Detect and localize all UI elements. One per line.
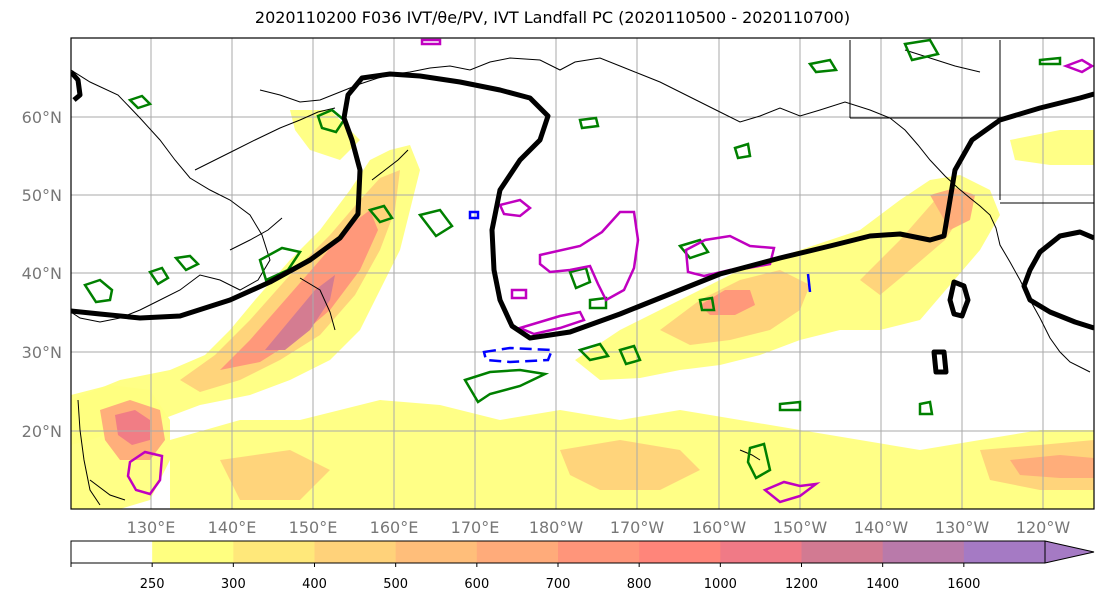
longitude-label: 150°W	[773, 518, 828, 537]
ivt-colorbar: 250 300 400 500 600 700 800 1000 1200 1400 1600	[70, 540, 1095, 592]
longitude-label: 130°W	[935, 518, 990, 537]
colorbar-segment	[963, 541, 1046, 563]
ivt-shade	[180, 170, 400, 392]
ivt-shade	[115, 410, 150, 445]
colorbar-tick-label: 400	[302, 577, 327, 592]
colorbar-tick-label: 1000	[704, 577, 737, 592]
ivt-shade	[71, 145, 420, 445]
longitude-label: 140°W	[854, 518, 909, 537]
longitude-label: 130°E	[127, 518, 176, 537]
colorbar-segment	[558, 541, 640, 563]
colorbar-tick-label: 700	[546, 577, 571, 592]
colorbar-segment	[801, 541, 884, 563]
colorbar-tick-label: 1400	[866, 577, 899, 592]
latitude-label: 60°N	[22, 108, 62, 127]
latitude-label: 20°N	[22, 422, 62, 441]
colorbar-segment	[314, 541, 397, 563]
map-frame	[70, 37, 1095, 510]
colorbar-segment	[476, 541, 559, 563]
colorbar-tick-label: 250	[140, 577, 165, 592]
colorbar-segment	[233, 541, 315, 563]
longitude-label: 180°W	[529, 518, 584, 537]
longitude-label: 160°W	[692, 518, 747, 537]
latitude-labels: 60°N 50°N 40°N 30°N 20°N	[22, 108, 62, 441]
ivt-shade	[930, 188, 975, 230]
colorbar-tick-label: 800	[627, 577, 652, 592]
longitude-labels: 130°E 140°E 150°E 160°E 170°E 180°W 170°W 160°W…	[127, 518, 1071, 537]
colorbar-segment	[71, 541, 153, 563]
ivt-shade	[1010, 130, 1094, 165]
colorbar-tick-label: 600	[464, 577, 489, 592]
ivt-shade	[265, 275, 335, 350]
coastlines	[71, 40, 1094, 506]
colorbar-segment	[720, 541, 802, 563]
longitude-label: 140°E	[208, 518, 257, 537]
ivt-shading	[71, 110, 1094, 509]
ivt-shade	[860, 190, 965, 295]
longitude-label: 160°E	[370, 518, 419, 537]
colorbar-extend-arrow	[1044, 540, 1095, 564]
latitude-label: 40°N	[22, 264, 62, 283]
map-title: 2020110200 F036 IVT/θe/PV, IVT Landfall …	[254, 8, 851, 27]
latitude-label: 30°N	[22, 343, 62, 362]
colorbar-tick-label: 1600	[947, 577, 980, 592]
ivt-landfall-contours	[71, 70, 1094, 375]
longitude-label: 170°W	[610, 518, 665, 537]
colorbar-segment	[395, 541, 478, 563]
colorbar-tick-label: 500	[383, 577, 408, 592]
colorbar-segment	[152, 541, 234, 563]
ivt-shade	[560, 440, 700, 490]
pv-contours	[126, 38, 1094, 504]
ivt-shade	[220, 210, 378, 370]
colorbar-tick-label: 1200	[785, 577, 818, 592]
longitude-label: 120°W	[1016, 518, 1071, 537]
theta-e-contours	[83, 38, 1062, 480]
longitude-label: 150°E	[289, 518, 338, 537]
ivt-shade	[1010, 455, 1094, 478]
longitude-label: 170°E	[451, 518, 500, 537]
colorbar-segment	[639, 541, 721, 563]
latitude-label: 50°N	[22, 186, 62, 205]
colorbar-segment	[882, 541, 965, 563]
ivt-shade	[220, 450, 330, 500]
colorbar-tick-label: 300	[221, 577, 246, 592]
